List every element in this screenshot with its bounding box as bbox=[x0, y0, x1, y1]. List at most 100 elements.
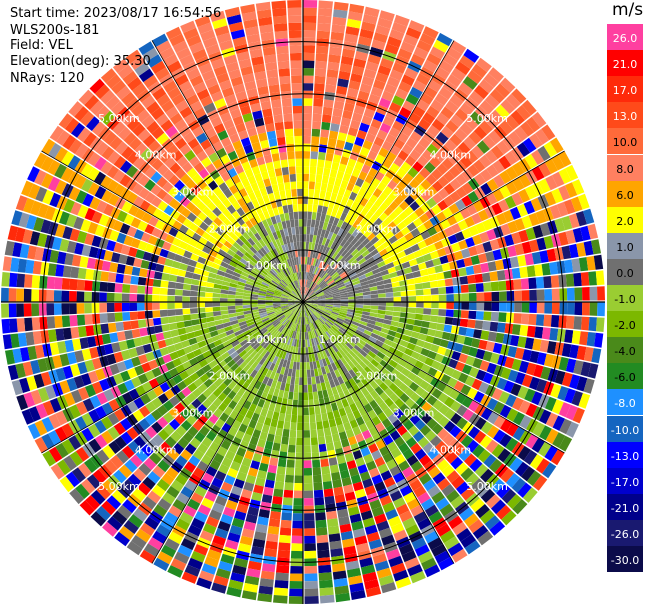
velocity-bin bbox=[266, 273, 274, 280]
velocity-bin bbox=[316, 292, 325, 297]
velocity-bin bbox=[343, 389, 351, 399]
velocity-bin bbox=[467, 191, 479, 203]
range-ring-label: 2.00km bbox=[209, 222, 251, 235]
velocity-bin bbox=[468, 346, 478, 358]
velocity-bin bbox=[338, 339, 346, 347]
velocity-bin bbox=[587, 363, 599, 379]
velocity-bin bbox=[164, 538, 180, 551]
velocity-bin bbox=[263, 178, 272, 188]
velocity-bin bbox=[257, 295, 266, 299]
velocity-bin bbox=[404, 348, 414, 357]
velocity-bin bbox=[287, 452, 296, 461]
velocity-bin bbox=[460, 487, 475, 501]
velocity-bin bbox=[300, 354, 303, 363]
velocity-bin bbox=[362, 14, 378, 25]
velocity-bin bbox=[245, 280, 254, 286]
velocity-bin bbox=[317, 549, 330, 559]
velocity-bin bbox=[290, 353, 295, 362]
velocity-bin bbox=[203, 174, 214, 185]
velocity-bin bbox=[390, 341, 400, 350]
velocity-bin bbox=[499, 291, 507, 301]
velocity-bin bbox=[480, 182, 492, 196]
velocity-bin bbox=[280, 382, 286, 391]
velocity-bin bbox=[333, 300, 341, 302]
velocity-bin bbox=[77, 326, 87, 338]
velocity-bin bbox=[230, 572, 245, 583]
velocity-bin bbox=[209, 169, 221, 180]
velocity-bin bbox=[396, 167, 407, 179]
velocity-bin bbox=[530, 197, 543, 212]
velocity-bin bbox=[288, 15, 302, 23]
velocity-bin bbox=[280, 91, 292, 100]
velocity-bin bbox=[84, 207, 96, 221]
velocity-bin bbox=[228, 309, 236, 314]
velocity-bin bbox=[143, 543, 160, 557]
velocity-bin bbox=[165, 125, 178, 138]
velocity-bin bbox=[96, 345, 107, 357]
velocity-bin bbox=[191, 319, 200, 326]
velocity-bin bbox=[303, 309, 306, 317]
velocity-bin bbox=[416, 99, 430, 112]
velocity-bin bbox=[137, 240, 148, 251]
velocity-bin bbox=[132, 488, 147, 502]
velocity-bin bbox=[316, 30, 330, 40]
velocity-bin bbox=[383, 196, 394, 207]
velocity-bin bbox=[244, 313, 252, 318]
velocity-bin bbox=[247, 560, 262, 571]
velocity-bin bbox=[292, 361, 297, 370]
velocity-bin bbox=[137, 482, 151, 496]
velocity-bin bbox=[344, 380, 353, 390]
velocity-bin bbox=[514, 290, 522, 301]
velocity-bin bbox=[260, 139, 270, 149]
velocity-bin bbox=[276, 365, 282, 374]
velocity-bin bbox=[146, 204, 157, 216]
velocity-bin bbox=[512, 162, 525, 177]
velocity-bin bbox=[347, 158, 357, 168]
velocity-bin bbox=[348, 369, 357, 378]
velocity-bin bbox=[93, 171, 106, 185]
velocity-bin bbox=[408, 296, 417, 302]
velocity-bin bbox=[202, 364, 212, 373]
velocity-bin bbox=[304, 287, 307, 295]
velocity-bin bbox=[99, 313, 108, 324]
velocity-bin bbox=[529, 350, 540, 364]
velocity-bin bbox=[309, 304, 318, 309]
velocity-bin bbox=[196, 404, 207, 415]
velocity-bin bbox=[323, 311, 331, 316]
velocity-bin bbox=[205, 466, 218, 477]
velocity-bin bbox=[273, 114, 284, 123]
velocity-bin bbox=[79, 337, 89, 350]
velocity-bin bbox=[467, 387, 478, 400]
velocity-bin bbox=[233, 191, 243, 201]
velocity-bin bbox=[205, 307, 213, 313]
velocity-bin bbox=[475, 348, 486, 360]
velocity-bin bbox=[200, 139, 212, 150]
velocity-bin bbox=[331, 362, 338, 371]
velocity-bin bbox=[334, 416, 343, 426]
velocity-bin bbox=[216, 165, 227, 176]
velocity-bin bbox=[194, 431, 206, 443]
velocity-bin bbox=[145, 426, 158, 439]
velocity-bin bbox=[342, 205, 351, 215]
velocity-bin bbox=[424, 357, 434, 367]
velocity-bin bbox=[421, 413, 432, 425]
velocity-bin bbox=[303, 45, 316, 54]
velocity-bin bbox=[552, 415, 566, 431]
velocity-bin bbox=[332, 292, 340, 296]
velocity-bin bbox=[403, 491, 417, 504]
velocity-bin bbox=[383, 435, 394, 446]
range-ring-label: 1.00km bbox=[245, 259, 287, 272]
velocity-bin bbox=[516, 203, 529, 217]
velocity-bin bbox=[421, 149, 434, 162]
velocity-bin bbox=[279, 213, 286, 222]
velocity-bin bbox=[339, 292, 348, 296]
velocity-bin bbox=[261, 228, 269, 237]
velocity-bin bbox=[192, 144, 204, 156]
velocity-bin bbox=[303, 158, 310, 167]
velocity-bin bbox=[458, 267, 467, 277]
velocity-bin bbox=[353, 251, 362, 259]
velocity-bin bbox=[295, 331, 299, 340]
velocity-bin bbox=[354, 136, 365, 147]
velocity-bin bbox=[356, 390, 365, 400]
velocity-bin bbox=[473, 125, 488, 140]
